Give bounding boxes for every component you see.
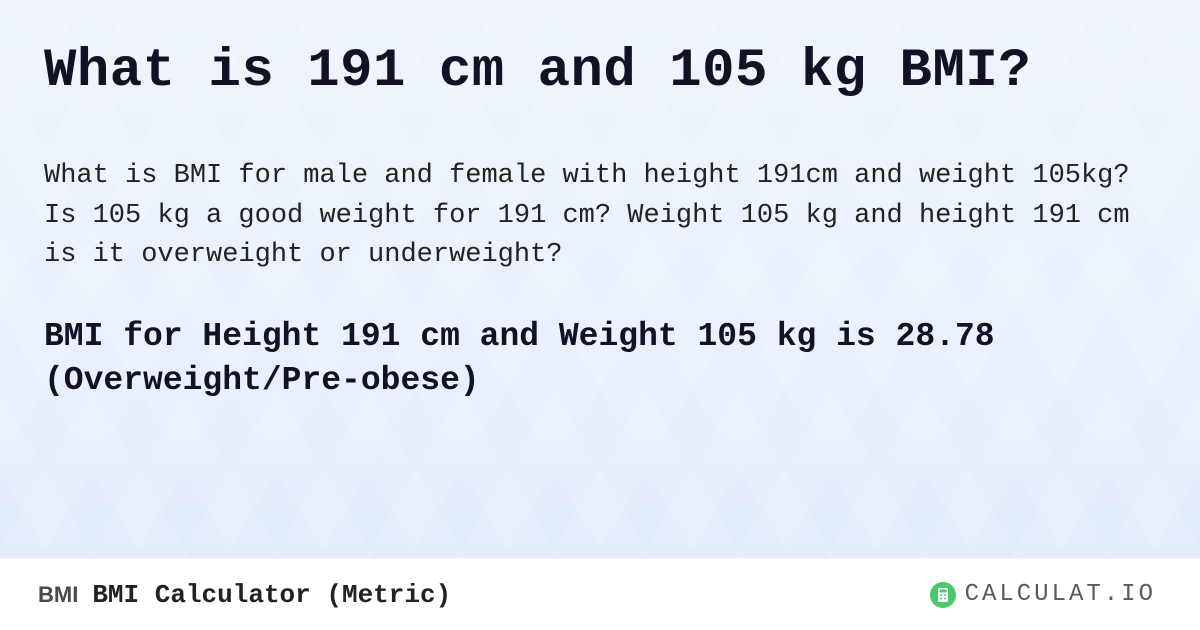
- brand-name: CALCULAT.IO: [965, 581, 1156, 608]
- calculator-label: BMI Calculator (Metric): [92, 580, 451, 610]
- brand-logo: CALCULAT.IO: [929, 581, 1156, 609]
- main-content: What is 191 cm and 105 kg BMI? What is B…: [0, 0, 1200, 630]
- calculator-icon: [929, 581, 957, 609]
- footer-left-group: BMI BMI Calculator (Metric): [38, 580, 451, 610]
- footer-bar: BMI BMI Calculator (Metric) CALCULAT.IO: [0, 558, 1200, 630]
- result-text: BMI for Height 191 cm and Weight 105 kg …: [44, 315, 1044, 404]
- page-title: What is 191 cm and 105 kg BMI?: [44, 42, 1156, 101]
- bmi-badge: BMI: [38, 582, 78, 608]
- description-text: What is BMI for male and female with hei…: [44, 157, 1144, 274]
